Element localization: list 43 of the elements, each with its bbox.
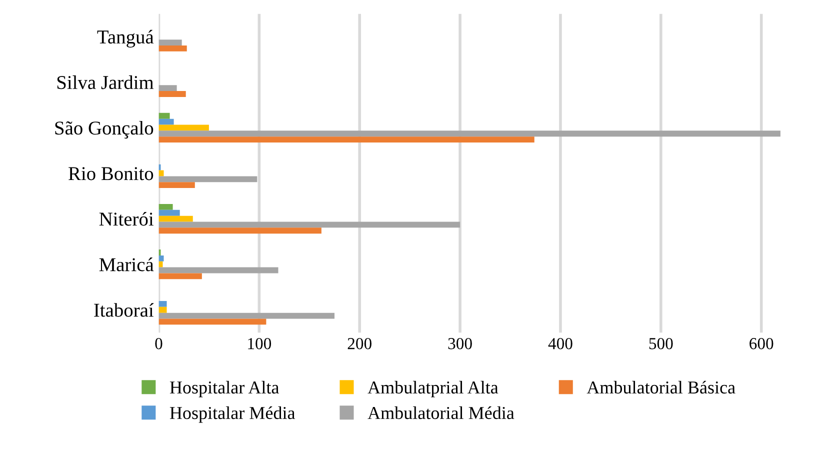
bar	[158, 228, 322, 234]
x-tick-label: 500	[649, 338, 673, 350]
bar	[158, 170, 164, 176]
x-tick-label: 300	[448, 338, 472, 350]
legend-label: Hospitalar Média	[170, 406, 296, 423]
legend-label: Ambulatorial Básica	[586, 380, 736, 394]
bar	[158, 136, 534, 143]
y-tick-label: Niterói	[99, 212, 154, 226]
y-tick-label: Silva Jardim	[57, 75, 154, 90]
bar	[158, 204, 173, 210]
bar	[158, 91, 186, 97]
bar	[158, 176, 258, 182]
bar	[158, 216, 193, 222]
y-tick-label: São Gonçalo	[55, 120, 154, 139]
legend-label: Hospitalar Alta	[170, 380, 279, 398]
bar	[158, 300, 167, 307]
y-tick-label: Rio Bonito	[68, 167, 154, 180]
bar	[158, 182, 195, 188]
bar	[158, 46, 187, 52]
y-tick-label: Itaboraí	[94, 303, 154, 317]
bar	[158, 118, 174, 125]
x-tick-label: 200	[348, 338, 372, 350]
y-tick-label: Maricá	[99, 258, 154, 272]
legend-label: Ambulatorial Média	[368, 406, 514, 420]
bar	[158, 255, 164, 262]
x-tick-label: 100	[248, 338, 272, 350]
bar	[158, 267, 278, 274]
bar	[158, 222, 460, 228]
legend-label: Ambulatprial Alta	[368, 380, 498, 398]
bar	[158, 85, 177, 92]
bar	[158, 318, 266, 325]
bar	[158, 306, 167, 313]
bar	[158, 312, 334, 319]
bar	[158, 112, 170, 119]
bar	[158, 210, 180, 216]
x-tick-label: 400	[548, 338, 572, 350]
x-tick-label: 600	[750, 338, 774, 350]
bar	[158, 40, 182, 46]
bar	[158, 273, 202, 280]
y-tick-label: Tanguá	[97, 30, 154, 48]
bar	[158, 124, 209, 131]
x-tick-label: 0	[155, 338, 162, 350]
bar	[158, 130, 780, 137]
